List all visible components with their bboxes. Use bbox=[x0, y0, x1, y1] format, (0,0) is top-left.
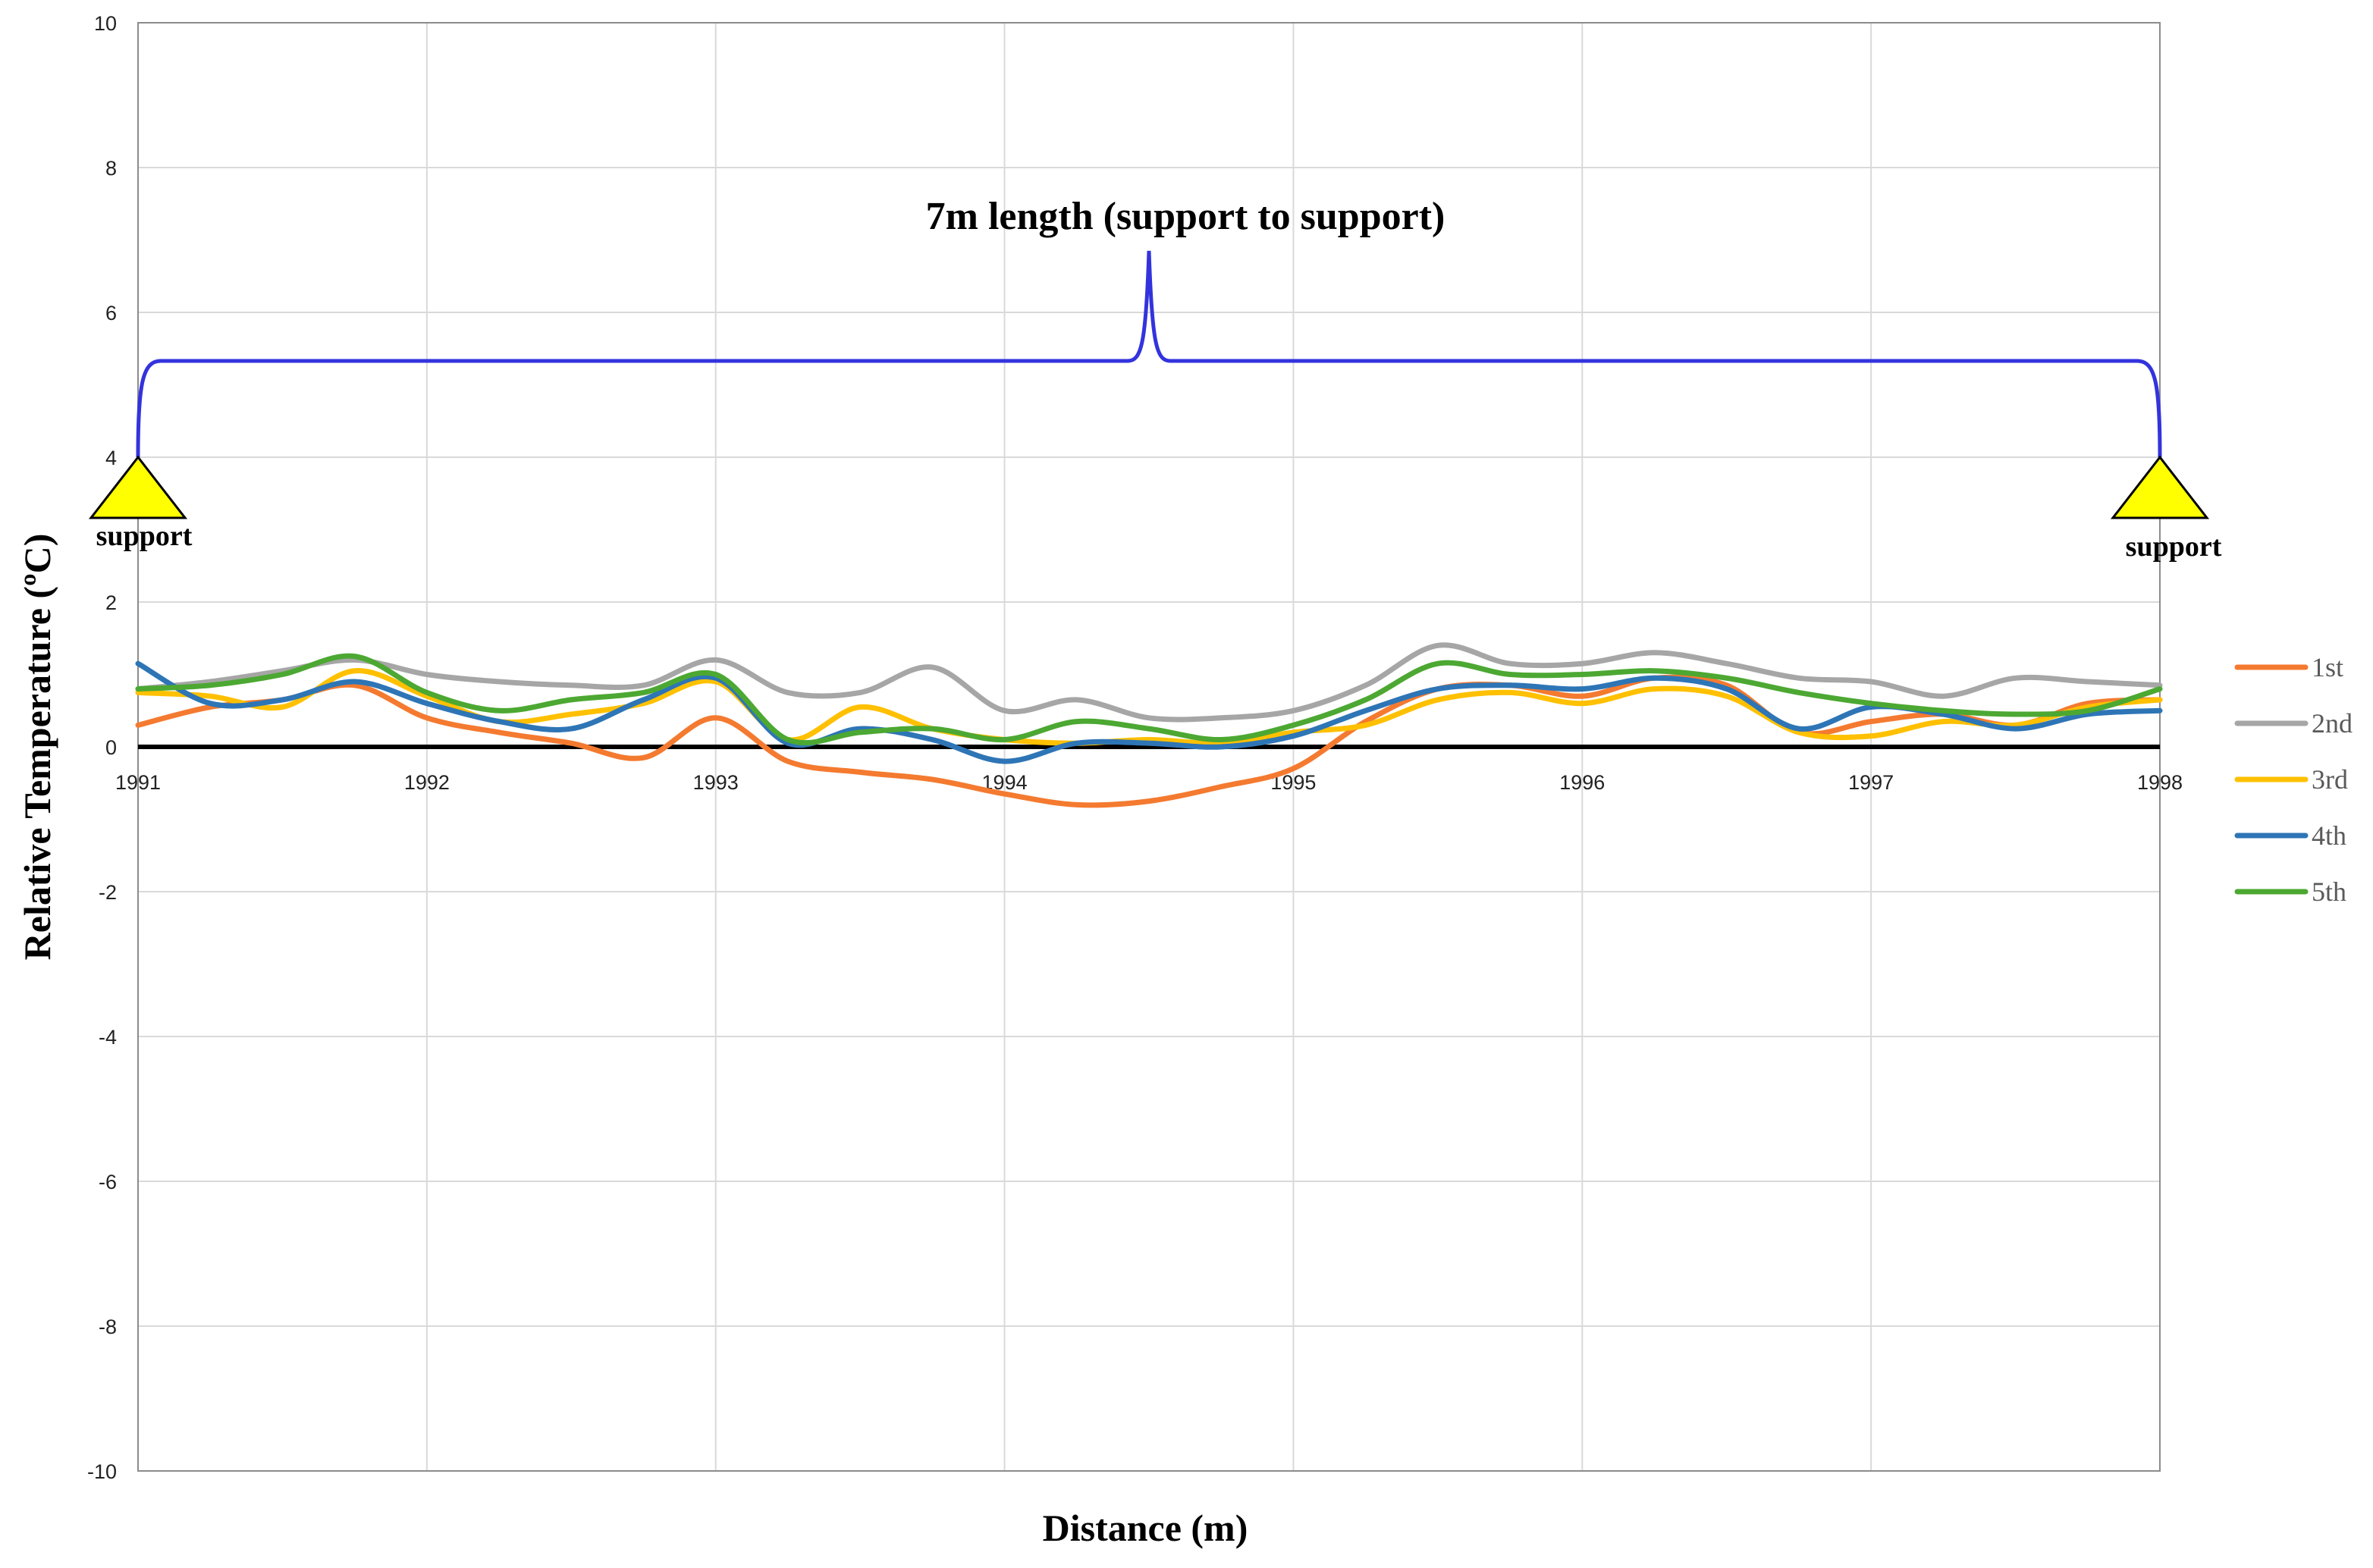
legend: 1st 2nd 3rd 4th 5th bbox=[2234, 652, 2353, 907]
y-tick-label: -10 bbox=[87, 1460, 117, 1483]
y-tick-label: -6 bbox=[99, 1171, 117, 1193]
series-line-2nd bbox=[135, 642, 2163, 723]
span-annotation-label: 7m length (support to support) bbox=[926, 195, 1445, 238]
y-tick-label: -8 bbox=[99, 1316, 117, 1338]
series-line-4th bbox=[135, 660, 2163, 764]
y-tick-label: 8 bbox=[105, 157, 117, 180]
series-line-5th bbox=[135, 653, 2163, 746]
x-tick-label: 1992 bbox=[404, 771, 450, 794]
support-layer: support support bbox=[88, 455, 2222, 563]
y-tick-label: -4 bbox=[99, 1026, 117, 1049]
legend-label-1st: 1st bbox=[2312, 652, 2343, 682]
legend-label-4th: 4th bbox=[2312, 820, 2346, 851]
y-tick-label: 0 bbox=[105, 736, 117, 759]
x-tick-label: 1993 bbox=[693, 771, 739, 794]
support-triangle-2 bbox=[2110, 455, 2210, 519]
legend-label-2nd: 2nd bbox=[2312, 708, 2353, 739]
span-brace bbox=[136, 250, 2162, 458]
annotation-layer: 7m length (support to support) bbox=[136, 195, 2162, 458]
x-tick-label: 1997 bbox=[1848, 771, 1894, 794]
y-tick-label: 2 bbox=[105, 591, 117, 614]
y-tick-label: 10 bbox=[94, 12, 117, 35]
series-line-1st bbox=[135, 674, 2163, 808]
support-triangle-1 bbox=[88, 455, 188, 519]
series-layer bbox=[135, 642, 2163, 808]
y-axis-title: Relative Temperature (ºC) bbox=[16, 534, 58, 961]
x-axis-title: Distance (m) bbox=[1043, 1507, 1248, 1549]
support-label-1: support bbox=[96, 520, 193, 552]
x-tick-label: 1996 bbox=[1559, 771, 1605, 794]
support-label-2: support bbox=[2126, 531, 2222, 563]
y-tick-label: 6 bbox=[105, 302, 117, 325]
legend-label-5th: 5th bbox=[2312, 877, 2346, 907]
y-tick-label: 4 bbox=[105, 447, 117, 469]
legend-label-3rd: 3rd bbox=[2312, 764, 2348, 795]
y-tick-label: -2 bbox=[99, 881, 117, 904]
